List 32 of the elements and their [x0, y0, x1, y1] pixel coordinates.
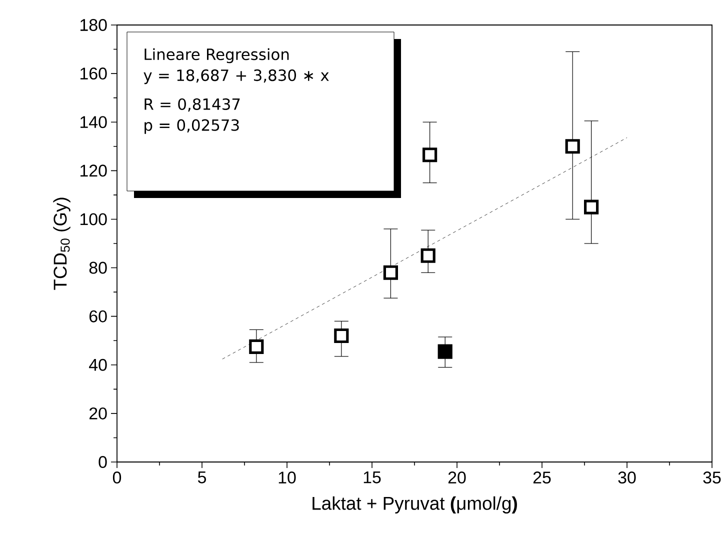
point: [249, 339, 264, 354]
y-tick-label: 180: [80, 18, 107, 31]
y-tick-label: 160: [80, 68, 107, 80]
x-tick-label: 10: [278, 472, 296, 484]
x-tick-label: 35: [703, 472, 721, 484]
x-tick-label: 5: [198, 472, 206, 484]
y-tick-label: 0: [98, 456, 107, 468]
y-tick-label: 100: [80, 213, 107, 226]
x-tick-label: 30: [618, 472, 636, 484]
y-tick-label: 140: [80, 116, 107, 128]
annotation: Lineare Regression: [144, 48, 289, 64]
y-tick-label: 80: [89, 262, 107, 274]
point: [584, 200, 599, 214]
x-tick-label: 15: [364, 472, 381, 484]
point: [383, 265, 398, 280]
x-axis-title: Laktat + Pyruvat (μmol/g): [312, 496, 517, 514]
point: [334, 328, 349, 344]
annotation: R = 0,81437: [144, 98, 240, 112]
point: [420, 248, 436, 263]
point: [438, 344, 452, 359]
annotation: y = 18,687 + 3,830 ∗ x: [144, 69, 329, 84]
y-axis-title: TCD$_{50}$ (Gy): [53, 198, 70, 290]
x-tick-label: 20: [448, 472, 466, 484]
y-tick-label: 20: [90, 407, 107, 420]
point: [422, 148, 438, 162]
x-tick-label: 0: [112, 472, 122, 484]
x-tick-label: 25: [533, 472, 551, 484]
y-tick-label: 40: [89, 358, 107, 371]
point: [565, 139, 580, 154]
annotation: p = 0,02573: [144, 119, 239, 134]
y-tick-label: 60: [90, 310, 107, 322]
y-tick-label: 120: [80, 164, 107, 177]
